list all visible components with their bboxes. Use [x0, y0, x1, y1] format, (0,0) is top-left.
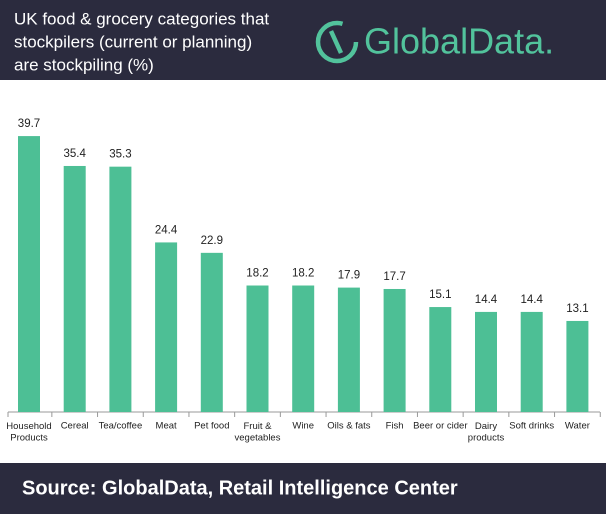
value-label: 14.4 [475, 294, 498, 306]
bar [566, 320, 589, 412]
x-tick-label: Water [565, 421, 590, 432]
bar [200, 252, 223, 412]
brand-logo: GlobalData. [364, 21, 554, 62]
bar [429, 307, 452, 412]
bar [475, 311, 497, 412]
header-band [0, 0, 606, 80]
value-label: 22.9 [201, 235, 223, 247]
chart-title: UK food & grocery categories that [14, 9, 269, 28]
brand-logo-icon [315, 20, 359, 64]
bar [292, 285, 315, 412]
value-label: 17.9 [338, 270, 360, 282]
bar [520, 311, 543, 412]
x-tick-label: Fruit & vegetables [235, 421, 281, 443]
value-label: 24.4 [155, 224, 178, 236]
value-label: 18.2 [246, 268, 268, 280]
value-label: 39.7 [18, 118, 40, 130]
chart-title: are stockpiling (%) [14, 55, 154, 74]
x-tick-label: Oils & fats [327, 421, 371, 432]
value-label: 35.3 [109, 149, 131, 161]
bar [155, 242, 178, 412]
bar [246, 285, 269, 412]
x-tick-label: Meat [156, 421, 177, 432]
x-tick-label: Tea/coffee [99, 421, 143, 432]
bar [63, 165, 86, 412]
x-tick-label: Fish [386, 421, 404, 432]
footer-band [0, 463, 606, 514]
x-tick-label: Beer or cider [413, 421, 467, 432]
value-label: 18.2 [292, 268, 314, 280]
value-label: 13.1 [566, 303, 588, 315]
x-tick-label: Pet food [194, 421, 229, 432]
source-note: Source: GlobalData, Retail Intelligence … [22, 477, 458, 499]
chart-title: stockpilers (current or planning) [14, 32, 252, 51]
bar [18, 136, 40, 412]
value-label: 35.4 [64, 148, 87, 160]
value-label: 14.4 [521, 294, 544, 306]
x-tick-label: Soft drinks [509, 421, 554, 432]
bar [337, 287, 360, 412]
bar [109, 166, 132, 412]
x-tick-label: Household Products [6, 421, 51, 443]
value-label: 15.1 [429, 289, 451, 301]
value-label: 17.7 [383, 271, 405, 283]
x-tick-label: Cereal [61, 421, 89, 432]
bar [383, 288, 406, 412]
x-tick-label: Wine [292, 421, 314, 432]
x-tick-label: Dairy products [468, 421, 505, 443]
